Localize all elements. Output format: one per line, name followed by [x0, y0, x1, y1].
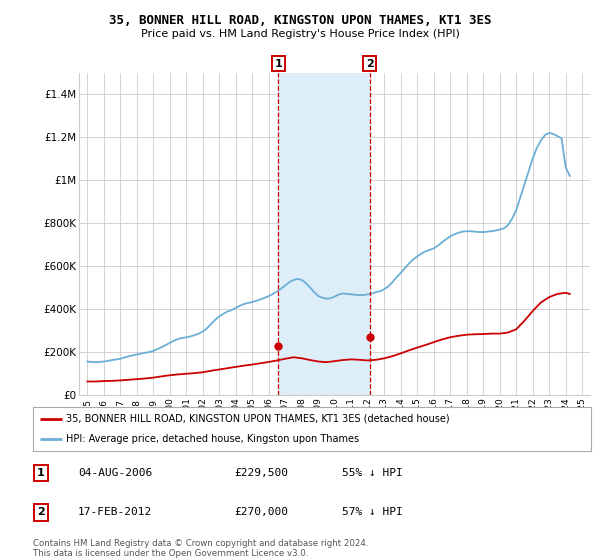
Text: Contains HM Land Registry data © Crown copyright and database right 2024.
This d: Contains HM Land Registry data © Crown c… — [33, 539, 368, 558]
Text: 17-FEB-2012: 17-FEB-2012 — [78, 507, 152, 517]
Text: £270,000: £270,000 — [234, 507, 288, 517]
Text: 57% ↓ HPI: 57% ↓ HPI — [342, 507, 403, 517]
Text: HPI: Average price, detached house, Kingston upon Thames: HPI: Average price, detached house, King… — [67, 434, 359, 444]
Text: 1: 1 — [37, 468, 44, 478]
Text: 2: 2 — [366, 59, 374, 69]
Text: 2: 2 — [37, 507, 44, 517]
Text: 35, BONNER HILL ROAD, KINGSTON UPON THAMES, KT1 3ES: 35, BONNER HILL ROAD, KINGSTON UPON THAM… — [109, 14, 491, 27]
Bar — [278, 73, 370, 395]
Text: Price paid vs. HM Land Registry's House Price Index (HPI): Price paid vs. HM Land Registry's House … — [140, 29, 460, 39]
Text: £229,500: £229,500 — [234, 468, 288, 478]
Text: 55% ↓ HPI: 55% ↓ HPI — [342, 468, 403, 478]
Text: 1: 1 — [275, 59, 282, 69]
Text: 04-AUG-2006: 04-AUG-2006 — [78, 468, 152, 478]
Text: 35, BONNER HILL ROAD, KINGSTON UPON THAMES, KT1 3ES (detached house): 35, BONNER HILL ROAD, KINGSTON UPON THAM… — [67, 414, 450, 424]
